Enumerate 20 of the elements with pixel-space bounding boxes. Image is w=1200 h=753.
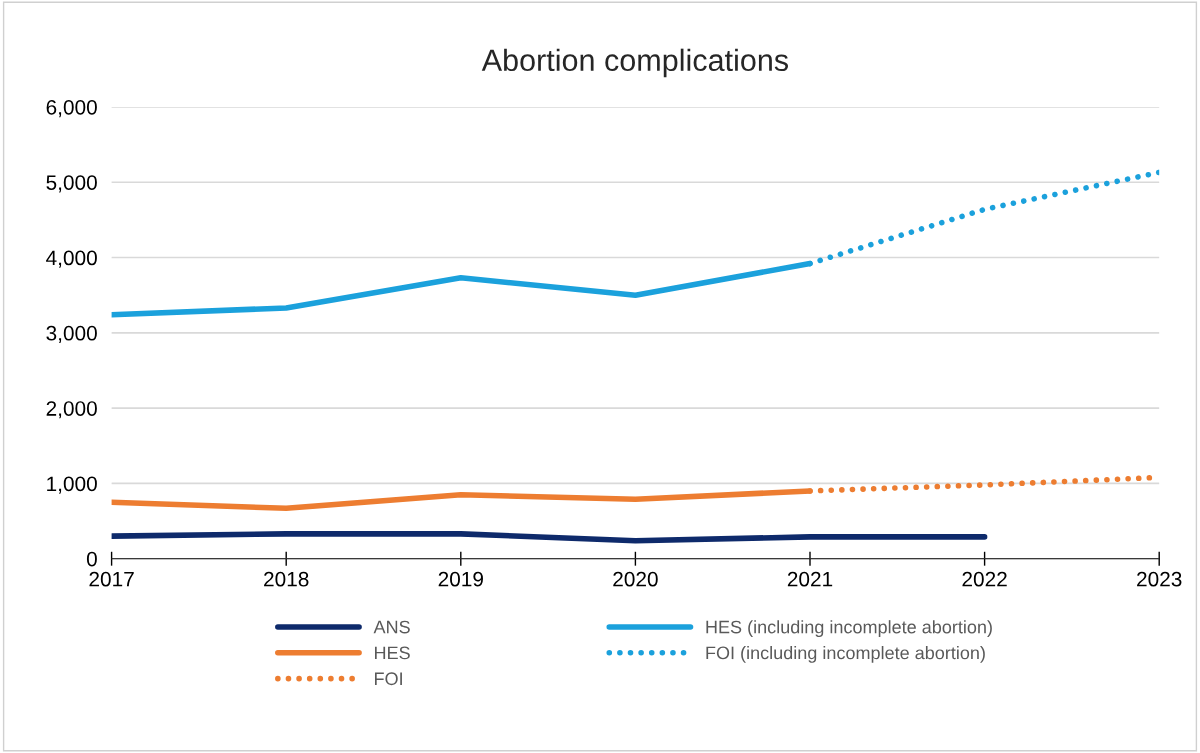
- x-tick-label: 2019: [438, 571, 483, 587]
- y-tick-label: 1,000: [47, 476, 97, 494]
- legend-label: FOI: [375, 672, 402, 686]
- y-tick-label: 4,000: [46, 250, 97, 268]
- legend-label: ANS: [373, 620, 410, 634]
- legend-label: HES (including incomplete abortion): [706, 620, 992, 637]
- x-tick-label: 2018: [264, 571, 309, 587]
- x-tick-label: 2023: [1137, 571, 1182, 587]
- chart-title: Abortion complications: [481, 48, 789, 78]
- x-tick-label: 2020: [613, 571, 658, 587]
- legend-label: FOI (including incomplete abortion): [706, 646, 985, 663]
- y-tick-label: 3,000: [46, 325, 97, 344]
- legend-label: HES: [375, 646, 410, 660]
- x-tick-label: 2021: [787, 571, 833, 587]
- y-tick-label: 6,000: [46, 99, 97, 118]
- x-tick-label: 2022: [962, 571, 1007, 587]
- y-tick-label: 5,000: [46, 175, 97, 193]
- y-tick-label: 2,000: [46, 401, 97, 419]
- x-tick-label: 2017: [89, 571, 134, 587]
- y-tick-label: 0: [86, 551, 97, 567]
